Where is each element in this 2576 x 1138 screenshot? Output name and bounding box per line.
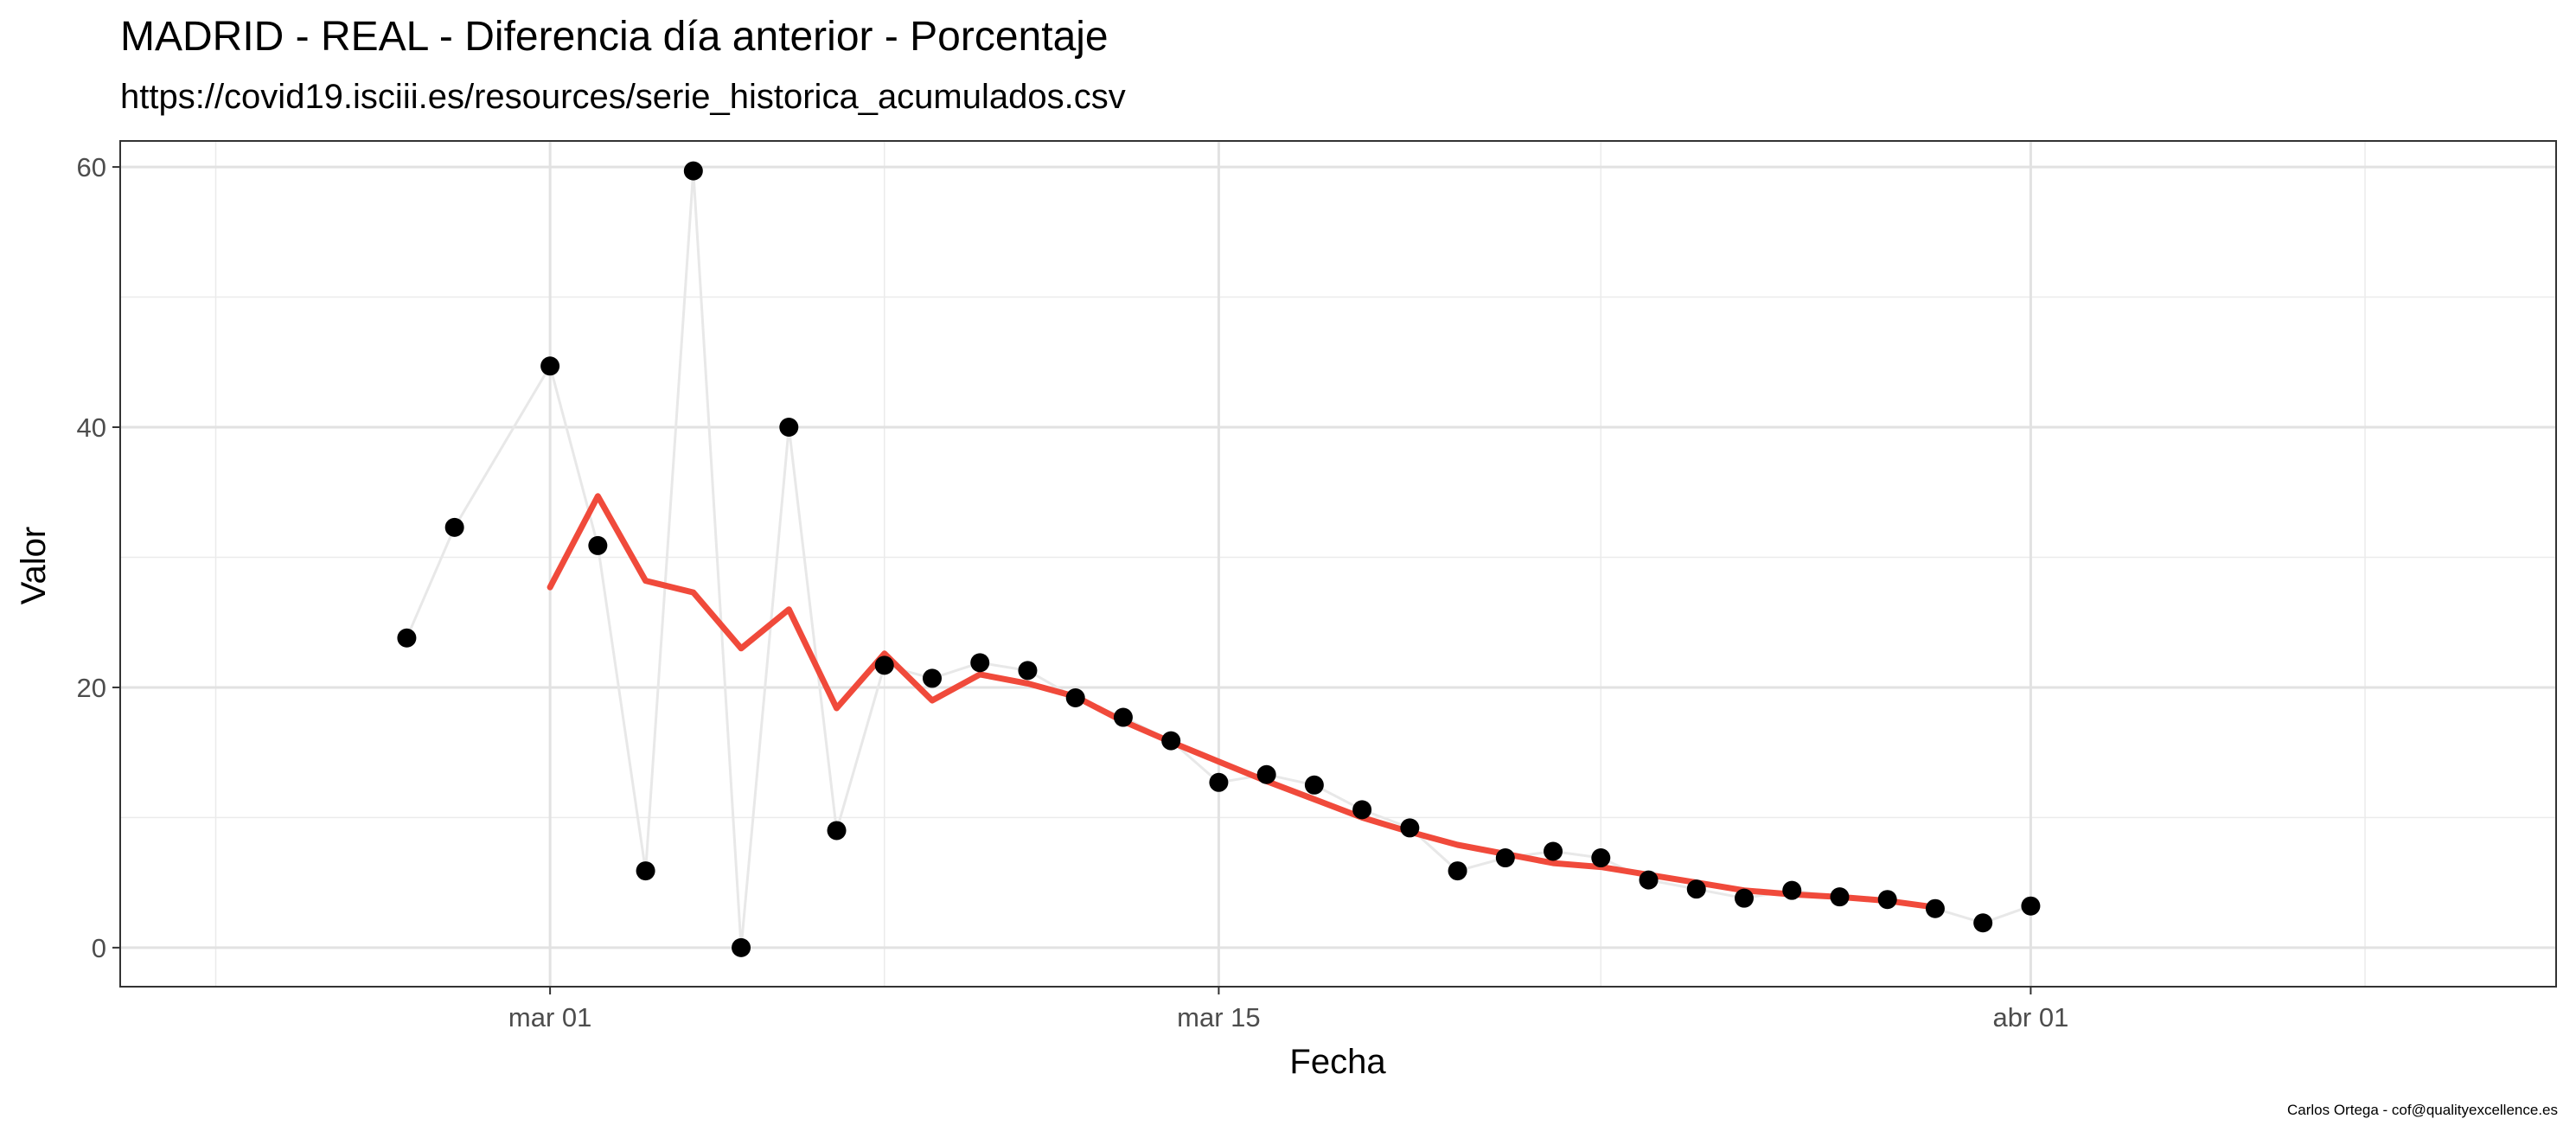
data-point xyxy=(588,535,608,555)
data-point xyxy=(1591,848,1611,868)
data-point xyxy=(1400,818,1420,838)
data-point xyxy=(1209,772,1229,792)
data-point xyxy=(1830,887,1850,907)
data-point xyxy=(1352,800,1372,820)
data-point xyxy=(540,356,560,376)
data-point xyxy=(636,861,655,881)
panel-border xyxy=(119,140,2557,988)
data-point xyxy=(1544,841,1563,861)
x-axis-ticks: mar 01 mar 15 abr 01 xyxy=(508,987,2068,1033)
grid-major xyxy=(120,141,2556,987)
series-layer xyxy=(397,161,2041,957)
data-point xyxy=(683,161,703,181)
data-point xyxy=(1065,687,1085,707)
x-tick-label: abr 01 xyxy=(1992,1002,2068,1033)
data-point xyxy=(970,653,990,673)
data-point xyxy=(1304,775,1324,795)
series-line-2 xyxy=(547,493,1939,911)
data-point xyxy=(2021,896,2041,916)
chart-subtitle: https://covid19.isciii.es/resources/seri… xyxy=(120,78,1126,116)
data-point xyxy=(1113,707,1133,727)
data-point xyxy=(874,655,894,675)
chart-title: MADRID - REAL - Diferencia día anterior … xyxy=(120,14,1109,60)
data-point xyxy=(397,628,417,648)
data-point xyxy=(1639,870,1659,890)
data-point xyxy=(779,418,799,438)
data-point xyxy=(444,517,464,537)
grid-minor xyxy=(120,141,2556,987)
data-point xyxy=(827,821,847,841)
y-axis-title: Valor xyxy=(15,527,53,604)
data-point xyxy=(1448,861,1467,881)
data-point xyxy=(1256,764,1276,784)
data-point xyxy=(1925,898,1945,918)
plot-panel xyxy=(119,140,2557,988)
data-point xyxy=(1161,731,1181,751)
data-point xyxy=(1686,879,1706,899)
data-point xyxy=(1495,848,1515,868)
y-tick-label: 40 xyxy=(77,412,106,443)
data-point xyxy=(923,668,942,688)
x-axis-title: Fecha xyxy=(1289,1043,1386,1081)
chart-caption: Carlos Ortega - cof@qualityexcellence.es xyxy=(2287,1102,2558,1118)
data-point xyxy=(732,937,751,957)
data-point xyxy=(1877,890,1897,910)
data-point xyxy=(1782,880,1802,900)
y-tick-label: 20 xyxy=(77,673,106,703)
y-tick-label: 60 xyxy=(77,152,106,182)
y-axis-ticks: 0 20 40 60 xyxy=(77,152,120,963)
data-point xyxy=(1018,661,1038,681)
data-point xyxy=(1973,913,1993,933)
x-tick-label: mar 15 xyxy=(1177,1002,1260,1033)
data-point xyxy=(1735,888,1754,908)
y-tick-label: 0 xyxy=(92,933,106,963)
x-tick-label: mar 01 xyxy=(508,1002,591,1033)
